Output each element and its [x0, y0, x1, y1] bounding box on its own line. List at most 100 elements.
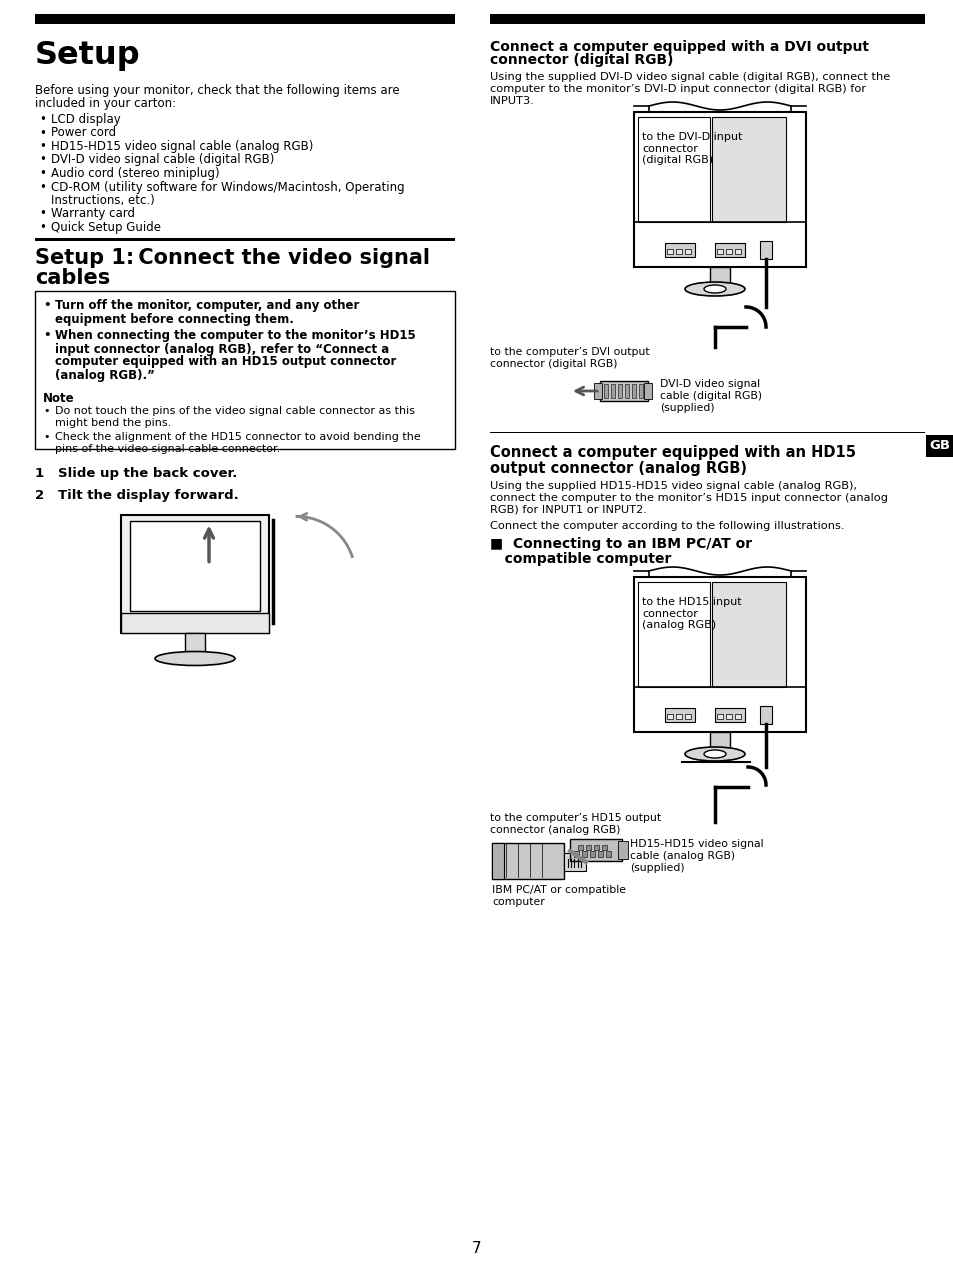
- Bar: [631, 383, 636, 397]
- Text: Using the supplied HD15-HD15 video signal cable (analog RGB),: Using the supplied HD15-HD15 video signa…: [490, 482, 856, 490]
- Text: RGB) for INPUT1 or INPUT2.: RGB) for INPUT1 or INPUT2.: [490, 505, 646, 515]
- Bar: [634, 577, 805, 733]
- Text: pins of the video signal cable connector.: pins of the video signal cable connector…: [55, 443, 280, 454]
- Bar: [734, 713, 740, 719]
- Bar: [594, 845, 598, 850]
- Bar: [603, 383, 607, 397]
- Text: •: •: [39, 167, 46, 180]
- Bar: [594, 383, 601, 399]
- Bar: [666, 248, 672, 254]
- Bar: [585, 845, 590, 850]
- Text: •: •: [43, 299, 51, 312]
- Bar: [121, 515, 269, 632]
- Text: Turn off the monitor, computer, and any other: Turn off the monitor, computer, and any …: [55, 299, 359, 312]
- Text: computer equipped with an HD15 output connector: computer equipped with an HD15 output co…: [55, 355, 395, 368]
- Text: •: •: [43, 330, 51, 343]
- Bar: [676, 713, 681, 719]
- Bar: [35, 238, 455, 241]
- Text: •: •: [39, 181, 46, 194]
- Bar: [634, 112, 805, 268]
- Text: cables: cables: [35, 269, 111, 288]
- Text: HD15-HD15 video signal: HD15-HD15 video signal: [629, 840, 762, 848]
- Text: •: •: [43, 405, 50, 415]
- Bar: [760, 241, 771, 259]
- Bar: [734, 248, 740, 254]
- Bar: [492, 843, 503, 879]
- Text: HD15-HD15 video signal cable (analog RGB): HD15-HD15 video signal cable (analog RGB…: [51, 140, 313, 153]
- Ellipse shape: [684, 282, 744, 296]
- Bar: [601, 845, 606, 850]
- Text: included in your carton:: included in your carton:: [35, 97, 176, 110]
- Text: ■  Connecting to an IBM PC/AT or: ■ Connecting to an IBM PC/AT or: [490, 538, 751, 550]
- Text: CD-ROM (utility software for Windows/Macintosh, Operating: CD-ROM (utility software for Windows/Mac…: [51, 181, 404, 194]
- Text: cable (analog RGB): cable (analog RGB): [629, 851, 735, 861]
- Bar: [598, 851, 602, 857]
- Bar: [624, 383, 628, 397]
- Text: connect the computer to the monitor’s HD15 input connector (analog: connect the computer to the monitor’s HD…: [490, 493, 887, 503]
- Text: Using the supplied DVI-D video signal cable (digital RGB), connect the: Using the supplied DVI-D video signal ca…: [490, 73, 889, 82]
- Bar: [490, 432, 924, 433]
- Text: compatible computer: compatible computer: [490, 552, 671, 566]
- Bar: [618, 383, 621, 397]
- Bar: [185, 632, 205, 652]
- Text: equipment before connecting them.: equipment before connecting them.: [55, 312, 294, 325]
- Bar: [714, 708, 744, 722]
- Text: Setup: Setup: [35, 39, 140, 71]
- Bar: [610, 383, 615, 397]
- Bar: [664, 708, 695, 722]
- Text: to the computer’s HD15 output: to the computer’s HD15 output: [490, 813, 660, 823]
- Bar: [589, 851, 595, 857]
- Text: connector (digital RGB): connector (digital RGB): [490, 54, 673, 68]
- Text: Audio cord (stereo miniplug): Audio cord (stereo miniplug): [51, 167, 219, 180]
- Text: •: •: [39, 153, 46, 167]
- Text: input connector (analog RGB), refer to “Connect a: input connector (analog RGB), refer to “…: [55, 343, 389, 355]
- Text: •: •: [39, 113, 46, 126]
- Text: •: •: [39, 126, 46, 139]
- Text: Do not touch the pins of the video signal cable connector as this: Do not touch the pins of the video signa…: [55, 405, 415, 415]
- Text: (supplied): (supplied): [659, 403, 714, 413]
- Bar: [638, 582, 709, 687]
- Bar: [121, 613, 269, 632]
- Ellipse shape: [684, 747, 744, 761]
- Text: GB: GB: [928, 440, 949, 452]
- Bar: [492, 843, 563, 879]
- Bar: [760, 706, 771, 724]
- Text: connector (digital RGB): connector (digital RGB): [490, 359, 617, 369]
- Text: Before using your monitor, check that the following items are: Before using your monitor, check that th…: [35, 84, 399, 97]
- Text: •: •: [39, 140, 46, 153]
- Text: to the HD15 input
connector
(analog RGB): to the HD15 input connector (analog RGB): [641, 598, 740, 631]
- Text: to the computer’s DVI output: to the computer’s DVI output: [490, 347, 649, 357]
- Bar: [643, 383, 651, 399]
- Bar: [709, 268, 729, 285]
- Text: computer: computer: [492, 897, 544, 907]
- Text: INPUT3.: INPUT3.: [490, 96, 535, 106]
- Text: Power cord: Power cord: [51, 126, 116, 139]
- Bar: [639, 383, 642, 397]
- Bar: [605, 851, 610, 857]
- Bar: [638, 117, 709, 222]
- Text: •: •: [39, 208, 46, 220]
- Bar: [130, 521, 260, 610]
- Bar: [711, 117, 785, 222]
- Text: Setup 1: Connect the video signal: Setup 1: Connect the video signal: [35, 248, 430, 269]
- Bar: [666, 713, 672, 719]
- Ellipse shape: [703, 750, 725, 758]
- Text: 1   Slide up the back cover.: 1 Slide up the back cover.: [35, 466, 237, 479]
- Bar: [714, 243, 744, 257]
- Text: LCD display: LCD display: [51, 113, 121, 126]
- Text: DVI-D video signal cable (digital RGB): DVI-D video signal cable (digital RGB): [51, 153, 274, 167]
- Bar: [709, 733, 729, 750]
- Text: computer to the monitor’s DVI-D input connector (digital RGB) for: computer to the monitor’s DVI-D input co…: [490, 84, 865, 94]
- Text: (supplied): (supplied): [629, 862, 684, 873]
- Bar: [574, 851, 578, 857]
- Ellipse shape: [154, 651, 234, 665]
- Bar: [725, 248, 731, 254]
- Bar: [717, 713, 722, 719]
- Text: to the DVI-D input
connector
(digital RGB): to the DVI-D input connector (digital RG…: [641, 132, 741, 166]
- Text: might bend the pins.: might bend the pins.: [55, 418, 172, 428]
- Bar: [725, 713, 731, 719]
- Text: •: •: [39, 220, 46, 234]
- Bar: [578, 845, 582, 850]
- Bar: [618, 841, 627, 859]
- Text: cable (digital RGB): cable (digital RGB): [659, 391, 761, 401]
